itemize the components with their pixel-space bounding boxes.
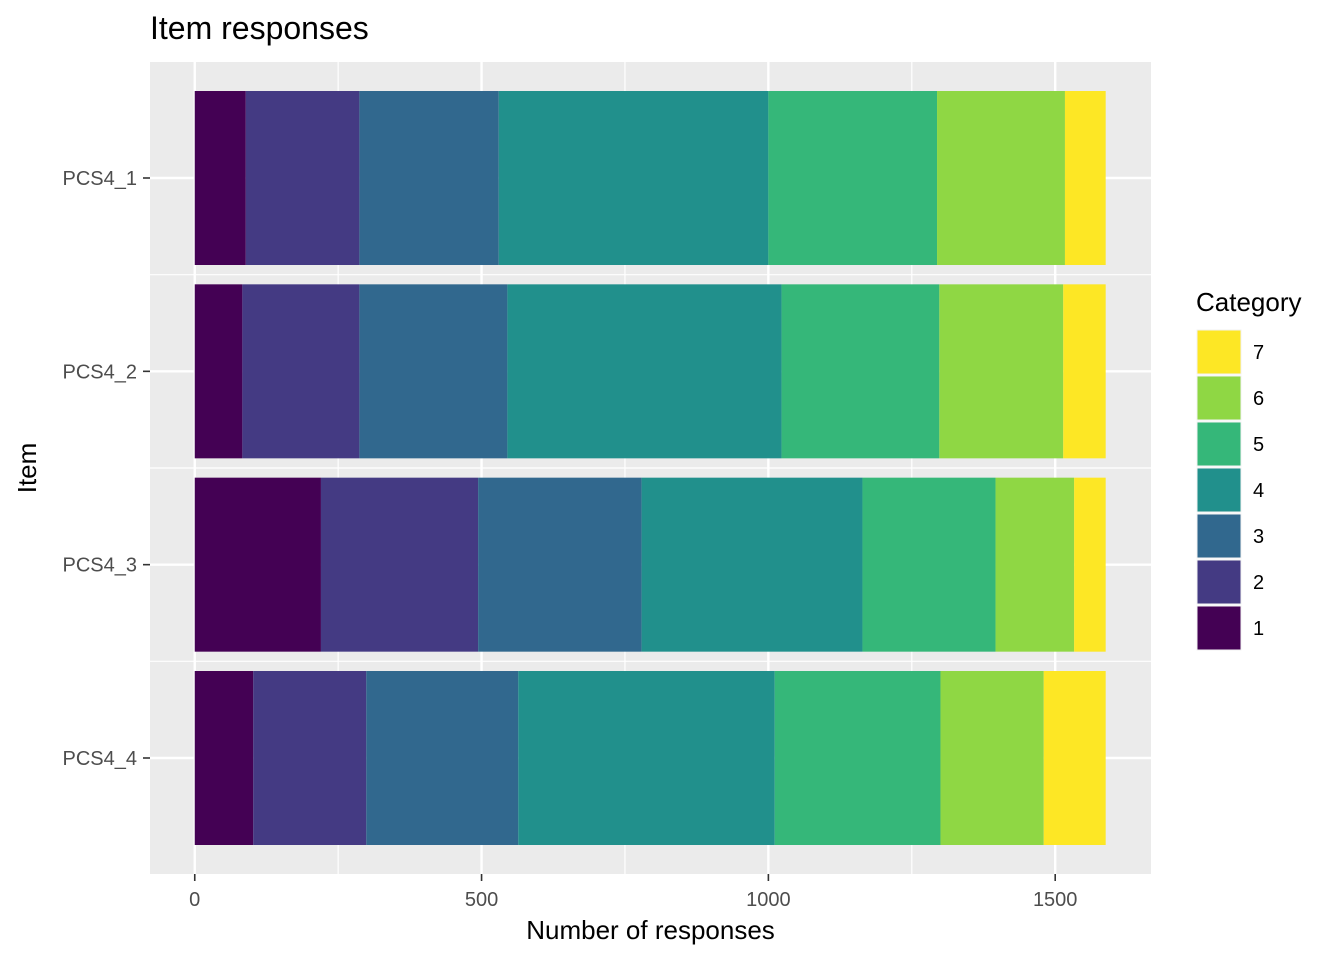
legend-swatch-7 <box>1197 330 1241 374</box>
legend-label-3: 3 <box>1253 526 1264 548</box>
bar-segment-pcs4-3-category-3 <box>478 477 642 652</box>
bar-segment-pcs4-4-category-1 <box>194 671 254 845</box>
bar-segment-pcs4-3-category-4 <box>641 477 863 652</box>
bar-segment-pcs4-2-category-2 <box>242 284 360 459</box>
bar-segment-pcs4-4-category-7 <box>1043 671 1106 845</box>
x-axis-title: Number of responses <box>526 915 775 945</box>
legend-label-5: 5 <box>1253 434 1264 456</box>
x-tick-label: 0 <box>189 889 200 911</box>
legend: Category 7 6 5 4 3 2 1 <box>1195 287 1302 652</box>
legend-swatch-2 <box>1197 560 1241 604</box>
bar-segment-pcs4-1-category-2 <box>245 91 360 265</box>
bar-segment-pcs4-1-category-5 <box>768 91 938 265</box>
bar-segment-pcs4-3-category-1 <box>194 477 321 652</box>
bar-segment-pcs4-2-category-4 <box>507 284 782 459</box>
legend-swatch-1 <box>1197 606 1241 650</box>
chart-title: Item responses <box>150 10 369 46</box>
legend-label-2: 2 <box>1253 572 1264 594</box>
bar-segment-pcs4-2-category-5 <box>781 284 940 459</box>
y-tick-label: PCS4_3 <box>63 555 138 577</box>
bar-segment-pcs4-3-category-5 <box>862 477 996 652</box>
legend-label-1: 1 <box>1253 618 1264 640</box>
y-axis: PCS4_1 PCS4_2 PCS4_3 PCS4_4 <box>63 168 150 770</box>
bar-segment-pcs4-4-category-2 <box>253 671 367 845</box>
legend-swatch-6 <box>1197 376 1241 420</box>
bar-segment-pcs4-3-category-7 <box>1074 477 1106 652</box>
bar-segment-pcs4-4-category-5 <box>774 671 941 845</box>
bar-segment-pcs4-1-category-7 <box>1064 91 1106 265</box>
bar-segment-pcs4-3-category-6 <box>995 477 1075 652</box>
legend-title: Category <box>1196 287 1302 317</box>
bar-segment-pcs4-4-category-6 <box>940 671 1044 845</box>
x-tick-label: 1500 <box>1033 889 1078 911</box>
bar-segment-pcs4-2-category-6 <box>939 284 1064 459</box>
bar-segments <box>194 91 1106 845</box>
legend-label-4: 4 <box>1253 480 1264 502</box>
legend-label-6: 6 <box>1253 388 1264 410</box>
x-axis: 0 500 1000 1500 <box>189 874 1077 911</box>
bar-segment-pcs4-4-category-4 <box>518 671 775 845</box>
bar-segment-pcs4-1-category-6 <box>937 91 1065 265</box>
y-tick-label: PCS4_2 <box>63 361 138 383</box>
x-tick-label: 500 <box>465 889 498 911</box>
y-tick-label: PCS4_4 <box>63 748 138 770</box>
bar-segment-pcs4-4-category-3 <box>366 671 519 845</box>
bar-segment-pcs4-1-category-3 <box>359 91 499 265</box>
legend-swatch-3 <box>1197 514 1241 558</box>
bar-segment-pcs4-3-category-2 <box>320 477 479 652</box>
legend-items: 7 6 5 4 3 2 1 <box>1195 328 1264 652</box>
bar-segment-pcs4-1-category-4 <box>498 91 769 265</box>
bar-segment-pcs4-2-category-3 <box>359 284 508 459</box>
legend-swatch-5 <box>1197 422 1241 466</box>
bar-segment-pcs4-2-category-7 <box>1063 284 1106 459</box>
x-tick-label: 1000 <box>746 889 791 911</box>
y-tick-label: PCS4_1 <box>63 168 138 190</box>
bar-segment-pcs4-2-category-1 <box>194 284 243 459</box>
y-axis-title: Item <box>12 443 42 494</box>
legend-label-7: 7 <box>1253 342 1264 364</box>
legend-swatch-4 <box>1197 468 1241 512</box>
bar-segment-pcs4-1-category-1 <box>194 91 246 265</box>
